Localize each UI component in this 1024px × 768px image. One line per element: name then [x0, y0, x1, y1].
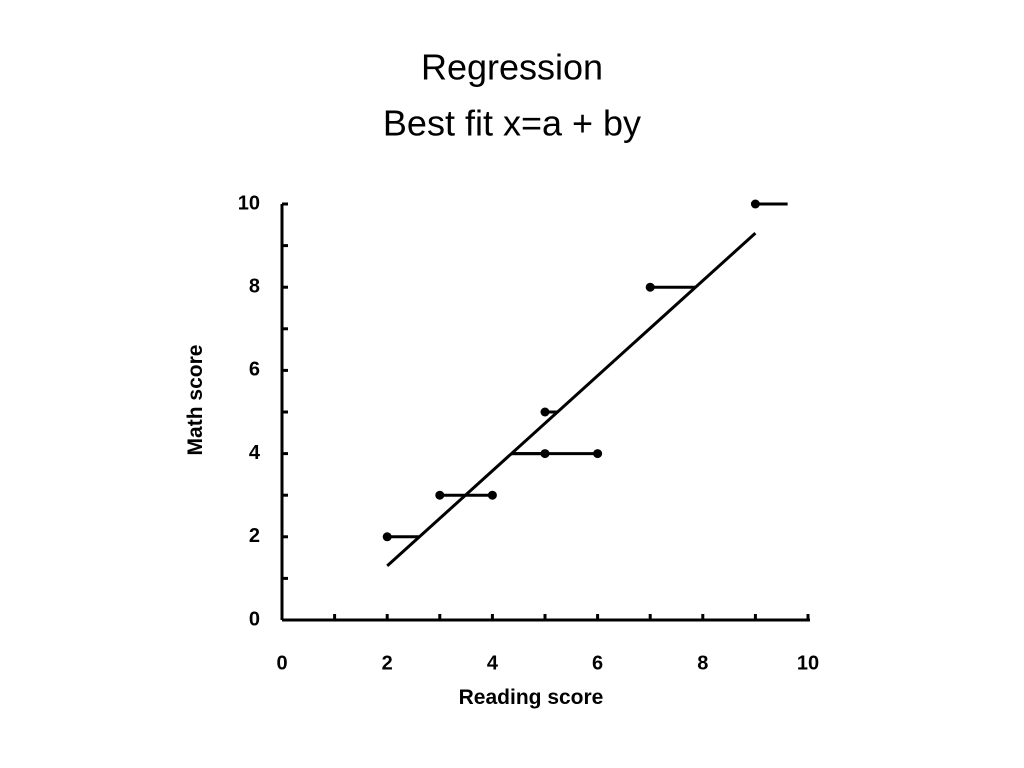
point [435, 490, 445, 500]
x-tick-label: 8 [697, 652, 708, 674]
y-tick-label: 2 [249, 525, 260, 547]
point [540, 407, 550, 417]
point [593, 449, 603, 459]
chart-title: Regression [421, 47, 603, 88]
y-tick-label: 0 [249, 608, 260, 630]
x-axis-label: Reading score [459, 686, 604, 709]
point [750, 199, 760, 209]
chart-subtitle: Best fit x=a + by [383, 103, 641, 144]
x-tick-label: 4 [487, 652, 499, 674]
point [382, 532, 392, 542]
x-tick-label: 2 [382, 652, 393, 674]
x-tick-label: 0 [276, 652, 287, 674]
point [487, 490, 497, 500]
y-tick-label: 10 [238, 192, 260, 214]
fit-line [386, 232, 757, 568]
y-axis-label: Math score [184, 345, 207, 456]
y-tick-label: 4 [249, 442, 261, 464]
point [645, 282, 655, 292]
y-tick-label: 6 [249, 359, 260, 381]
y-tick-label: 8 [249, 275, 260, 297]
x-tick-label: 10 [797, 652, 819, 674]
x-tick-label: 6 [592, 652, 603, 674]
